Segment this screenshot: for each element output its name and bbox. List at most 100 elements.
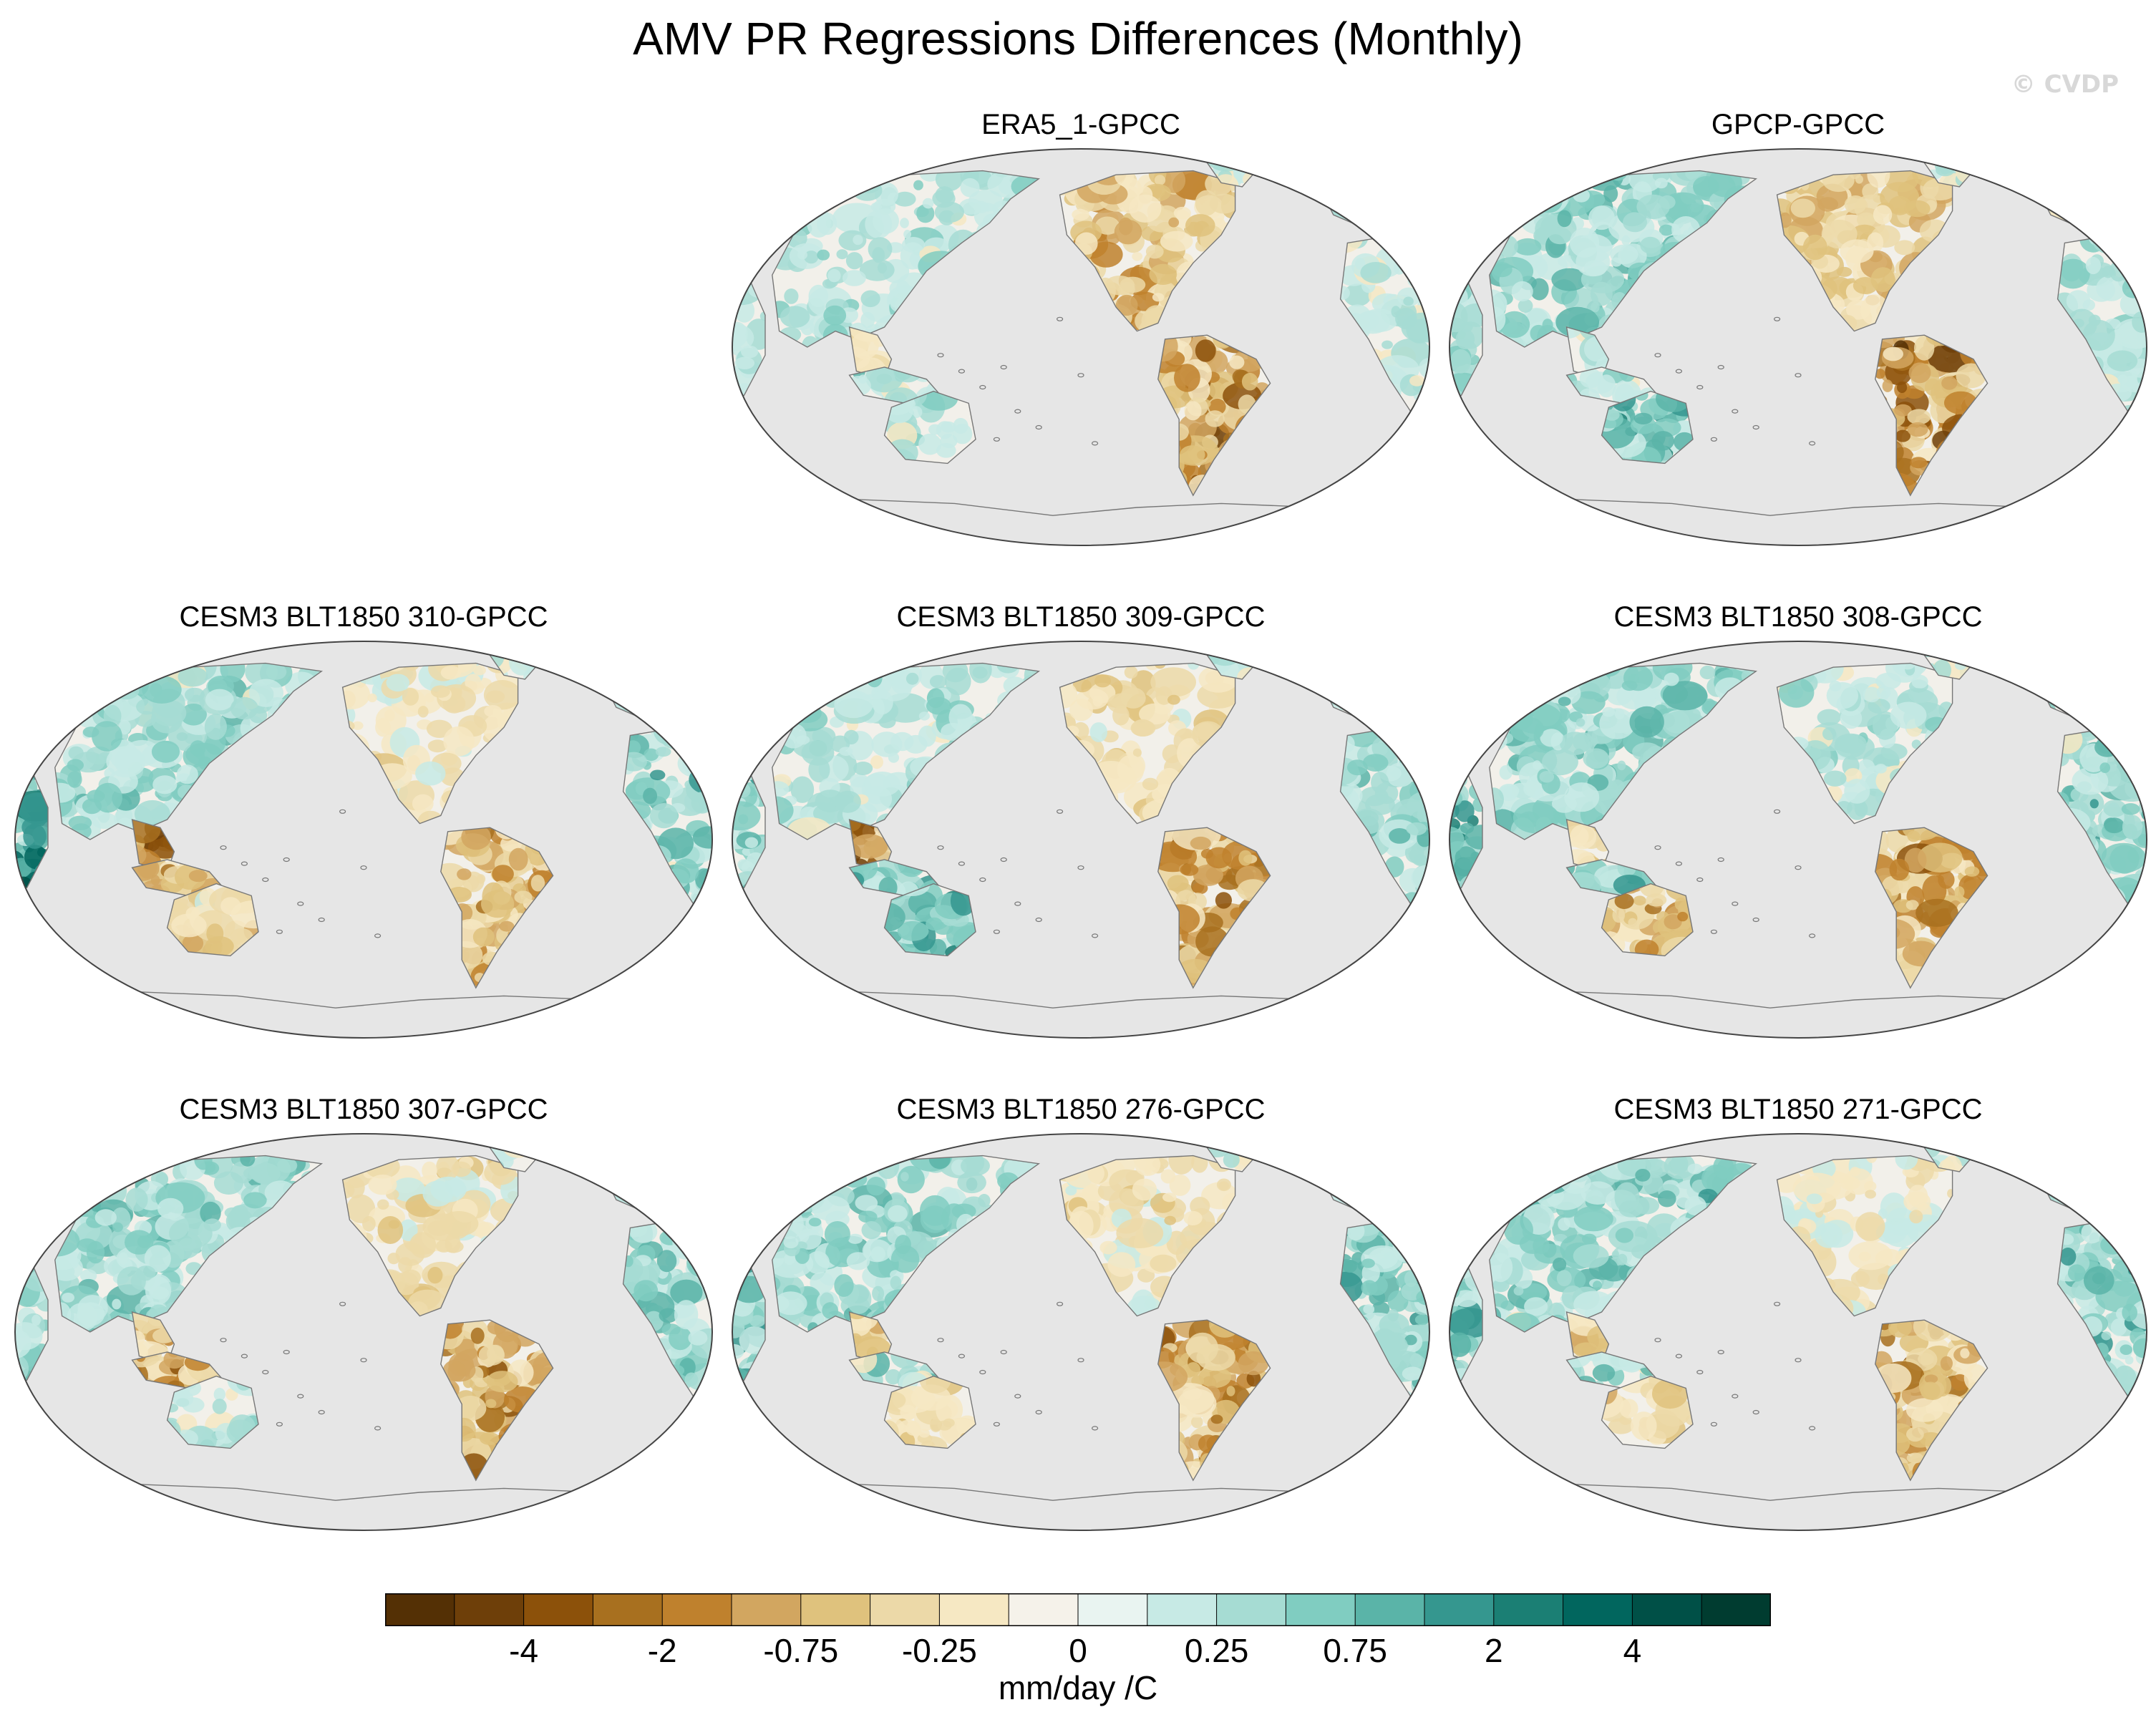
precip-anomaly-blob bbox=[1364, 219, 1372, 228]
coastline bbox=[440, 827, 554, 989]
island-coastline bbox=[979, 877, 986, 883]
precip-anomaly-blob bbox=[1167, 875, 1189, 892]
precip-anomaly-blob bbox=[465, 674, 482, 691]
precip-anomaly-blob bbox=[1588, 205, 1615, 230]
precip-anomaly-blob bbox=[386, 674, 410, 692]
precip-anomaly-blob bbox=[1509, 172, 1521, 188]
precip-anomaly-blob bbox=[1409, 375, 1424, 387]
precip-anomaly-blob bbox=[655, 747, 671, 757]
map-panel-cesm3-308: CESM3 BLT1850 308-GPCC bbox=[1447, 600, 2149, 1044]
precip-anomaly-blob bbox=[1900, 663, 1915, 670]
map-panel-cesm3-307: CESM3 BLT1850 307-GPCC bbox=[13, 1092, 714, 1536]
precip-anomaly-blob bbox=[705, 1240, 712, 1254]
precip-anomaly-blob bbox=[1564, 782, 1600, 812]
precip-anomaly-blob bbox=[644, 748, 659, 761]
precip-anomaly-blob bbox=[793, 170, 832, 198]
precip-anomaly-blob bbox=[628, 667, 642, 676]
precip-anomaly-blob bbox=[1883, 346, 1903, 361]
precip-anomaly-blob bbox=[772, 709, 792, 725]
precip-anomaly-blob bbox=[178, 666, 208, 687]
precip-anomaly-blob bbox=[1383, 197, 1402, 211]
precip-anomaly-blob bbox=[694, 727, 707, 737]
precip-anomaly-blob bbox=[804, 251, 819, 264]
precip-anomaly-blob bbox=[182, 934, 204, 953]
precip-anomaly-blob bbox=[1602, 706, 1616, 717]
precip-anomaly-blob bbox=[743, 269, 753, 280]
precip-anomaly-blob bbox=[67, 683, 96, 705]
island-coastline bbox=[1000, 364, 1007, 370]
precip-anomaly-blob bbox=[1542, 748, 1578, 776]
precip-anomaly-blob bbox=[1344, 683, 1361, 703]
precip-anomaly-blob bbox=[1976, 865, 1988, 882]
precip-anomaly-blob bbox=[497, 1139, 529, 1151]
precip-anomaly-blob bbox=[2104, 817, 2125, 834]
precip-anomaly-blob bbox=[927, 688, 945, 709]
precip-anomaly-blob bbox=[1894, 404, 1912, 417]
precip-anomaly-blob bbox=[530, 875, 545, 892]
coastline bbox=[166, 883, 259, 957]
precip-anomaly-blob bbox=[1238, 850, 1253, 866]
precip-anomaly-blob bbox=[484, 705, 502, 718]
precip-anomaly-blob bbox=[1389, 235, 1425, 248]
precip-anomaly-blob bbox=[1907, 409, 1931, 425]
map-border bbox=[732, 148, 1430, 546]
precip-anomaly-blob bbox=[1400, 180, 1418, 200]
precip-anomaly-blob bbox=[2092, 700, 2132, 720]
precip-anomaly-blob bbox=[1538, 665, 1560, 689]
precip-anomaly-blob bbox=[2141, 777, 2147, 790]
precip-anomaly-blob bbox=[1104, 276, 1135, 296]
precip-anomaly-blob bbox=[698, 767, 712, 785]
precip-anomaly-blob bbox=[1241, 372, 1258, 391]
precip-anomaly-blob bbox=[782, 170, 811, 188]
precip-anomaly-blob bbox=[1167, 694, 1180, 705]
island-coastline bbox=[1014, 901, 1021, 906]
precip-anomaly-blob bbox=[647, 698, 678, 720]
coastline bbox=[1601, 390, 1694, 465]
precip-anomaly-blob bbox=[785, 188, 803, 201]
precip-anomaly-blob bbox=[782, 663, 810, 681]
precip-anomaly-blob bbox=[844, 729, 859, 744]
precip-anomaly-blob bbox=[1497, 696, 1518, 710]
precip-anomaly-blob bbox=[1489, 193, 1511, 215]
precip-anomaly-blob bbox=[367, 693, 377, 703]
precip-anomaly-blob bbox=[412, 794, 434, 813]
precip-anomaly-blob bbox=[1560, 732, 1591, 755]
precip-anomaly-blob bbox=[1628, 918, 1638, 927]
precip-anomaly-blob bbox=[1583, 748, 1609, 769]
precip-anomaly-blob bbox=[54, 1194, 72, 1208]
island-coastline bbox=[979, 384, 986, 390]
precip-anomaly-blob bbox=[1238, 647, 1250, 656]
precip-anomaly-blob bbox=[775, 192, 797, 208]
island-coastline bbox=[297, 901, 304, 906]
precip-anomaly-blob bbox=[873, 208, 899, 234]
precip-anomaly-blob bbox=[457, 868, 472, 880]
precip-anomaly-blob bbox=[422, 1180, 454, 1207]
precip-anomaly-blob bbox=[1360, 192, 1378, 206]
precip-anomaly-blob bbox=[2132, 311, 2147, 333]
island-coastline bbox=[283, 857, 290, 862]
precip-anomaly-blob bbox=[905, 672, 919, 685]
precip-anomaly-blob bbox=[1835, 733, 1867, 754]
precip-anomaly-blob bbox=[1417, 239, 1429, 257]
island-coastline bbox=[1077, 865, 1084, 870]
precip-anomaly-blob bbox=[1511, 281, 1533, 302]
precip-anomaly-blob bbox=[1855, 175, 1863, 184]
precip-anomaly-blob bbox=[375, 718, 391, 737]
precip-anomaly-blob bbox=[1617, 760, 1626, 771]
precip-anomaly-blob bbox=[1384, 693, 1413, 716]
island-coastline bbox=[1717, 857, 1724, 862]
precip-anomaly-blob bbox=[858, 374, 868, 384]
island-coastline bbox=[958, 861, 965, 866]
precip-anomaly-blob bbox=[1364, 693, 1386, 711]
precip-anomaly-blob bbox=[1489, 174, 1531, 205]
precip-anomaly-blob bbox=[180, 704, 207, 726]
island-coastline bbox=[1809, 441, 1816, 446]
precip-anomaly-blob bbox=[1457, 321, 1482, 349]
map-svg bbox=[14, 641, 713, 1039]
precip-anomaly-blob bbox=[1608, 170, 1627, 181]
precip-anomaly-blob bbox=[2109, 845, 2140, 874]
precip-anomaly-blob bbox=[1389, 704, 1413, 720]
precip-anomaly-blob bbox=[1115, 170, 1135, 186]
precip-anomaly-blob bbox=[681, 667, 701, 684]
precip-anomaly-blob bbox=[1548, 227, 1572, 245]
